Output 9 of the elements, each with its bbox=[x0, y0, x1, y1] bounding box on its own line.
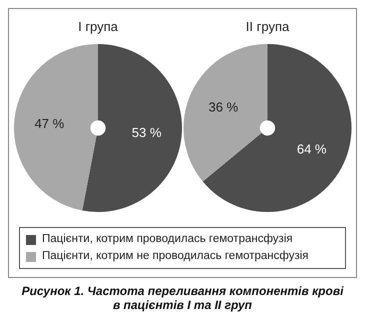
chart-title: ІІ група bbox=[246, 19, 290, 34]
data-label: 36 % bbox=[208, 100, 239, 115]
data-label: 53 % bbox=[132, 125, 162, 140]
text: Рисунок 1. Частота переливання компонентів крові в пацієнтів І та ІІ груп bbox=[20, 284, 344, 312]
legend-label: Пацієнти, котрим не проводилась гемотрансфузія bbox=[42, 249, 309, 264]
chart-title: І група bbox=[78, 19, 119, 34]
legend-label: Пацієнти, котрим проводилась гемотрансфузія bbox=[42, 232, 293, 247]
data-label: 47 % bbox=[34, 116, 65, 131]
data-label: 64 % bbox=[296, 141, 327, 156]
